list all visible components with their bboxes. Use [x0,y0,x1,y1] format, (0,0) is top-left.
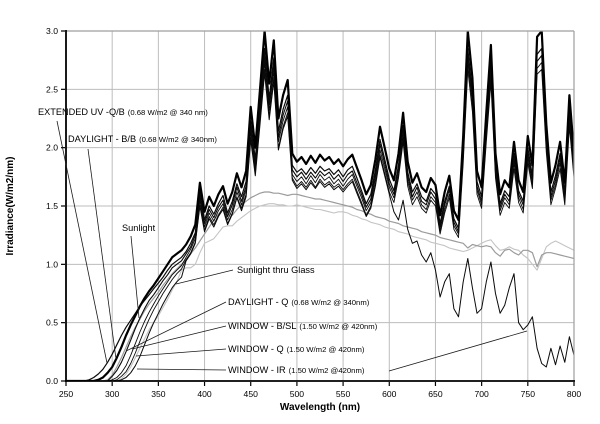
series-lines [66,31,574,381]
x-tick-label: 250 [59,389,74,399]
x-tick-label: 300 [105,389,120,399]
y-axis-title: Irradiance(W/m2/nm) [5,157,16,256]
y-tick-label: 2.0 [46,143,58,153]
x-tick-label: 350 [151,389,166,399]
annotation-extended-uv-q-b: EXTENDED UV -Q/B (0.68 W/m2 @ 340 nm) [38,107,208,117]
annotation-sunlight: Sunlight [122,223,156,233]
leader-line [125,301,227,352]
leader-line [388,330,528,372]
x-tick-label: 500 [290,389,305,399]
annotation-daylight-b-b: DAYLIGHT - B/B (0.68 W/m2 @ 340nm) [68,134,217,144]
y-tick-label: 1.5 [46,201,58,211]
y-tick-label: 0.0 [46,376,58,386]
leader-line [175,269,234,285]
annotation-sunlight-thru-glass: Sunlight thru Glass [237,265,315,275]
leader-line [135,348,227,357]
x-tick-label: 400 [197,389,212,399]
plot-frame [65,30,575,382]
y-tick-label: 0.5 [46,318,58,328]
curve-annotations: EXTENDED UV -Q/B (0.68 W/m2 @ 340 nm) DAYL… [38,107,528,375]
series-sunlight-thru-glass [66,203,574,381]
annotation-window-b-sl: WINDOW - B/SL (1.50 W/m2 @ 420nm) [228,321,378,331]
series-daylight-bb [66,31,574,381]
leader-line [56,120,108,364]
x-tick-label: 550 [336,389,351,399]
axis-ticks [61,30,575,386]
y-tick-label: 2.5 [46,84,58,94]
x-tick-label: 750 [521,389,536,399]
series-daylight-q [66,54,574,381]
leader-line [87,148,117,360]
series-extended-uv-qb [66,47,574,381]
x-axis-title: Wavelength (nm) [280,402,360,413]
x-tick-label: 600 [382,389,397,399]
series-window-q [66,69,574,381]
leader-line [136,368,227,371]
annotation-daylight-q: DAYLIGHT - Q (0.68 W/m2 @ 340nm) [228,297,370,307]
series-sunlight [66,191,574,381]
series-window-ir [66,72,574,381]
y-tick-label: 1.0 [46,259,58,269]
annotation-window-q: WINDOW - Q (1.50 W/m2 @ 420nm) [228,344,365,354]
y-tick-label: 3.0 [46,26,58,36]
annotation-window-ir: WINDOW - IR (1.50 W/m2 @420nm) [228,365,365,375]
leader-line [131,325,227,350]
x-tick-label: 700 [474,389,489,399]
axis-tick-labels: 250 300 350 400 450 500 550 600 650 700 750 800 0.0 0… [46,26,581,399]
x-tick-label: 450 [244,389,259,399]
leader-line [130,235,140,319]
x-tick-label: 800 [567,389,582,399]
x-tick-label: 650 [428,389,443,399]
